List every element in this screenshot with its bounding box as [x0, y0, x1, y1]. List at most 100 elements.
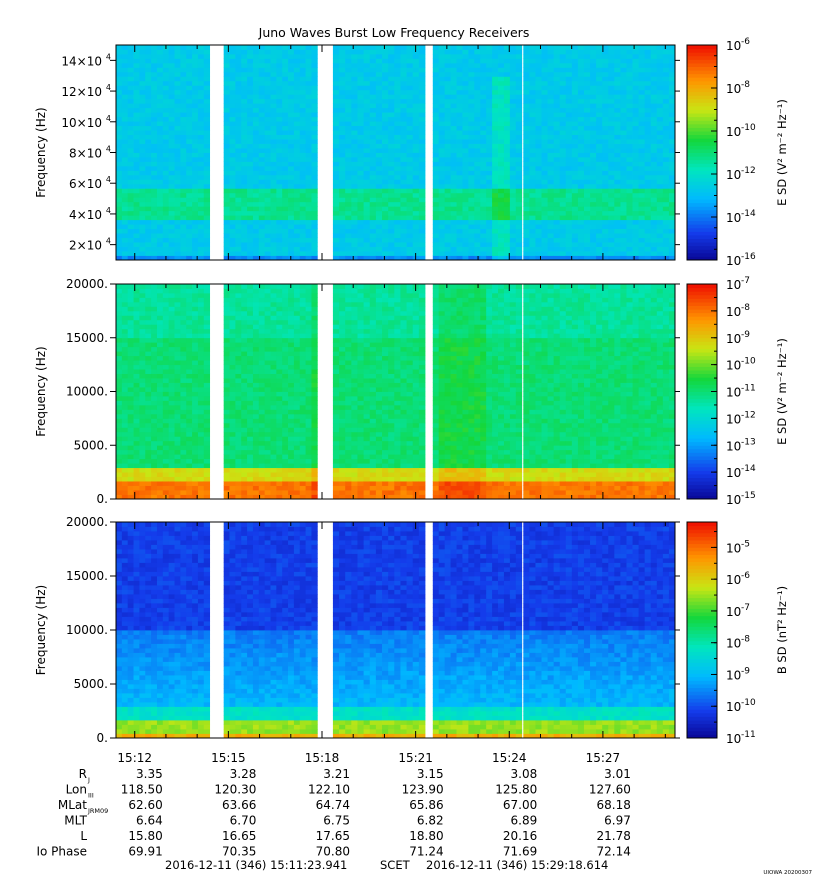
spectrogram-cell — [127, 62, 134, 68]
spectrogram-cell — [614, 143, 621, 149]
spectrogram-cell — [293, 94, 301, 100]
colorbar-step — [687, 256, 717, 261]
spectrogram-cell — [305, 94, 312, 100]
spectrogram-cell — [486, 148, 493, 153]
spectrogram-cell — [571, 53, 579, 59]
colorbar-step — [687, 116, 717, 121]
spectrogram-cell — [197, 116, 205, 122]
spectrogram-cell — [369, 192, 377, 198]
colorbar-step — [687, 238, 717, 243]
spectrogram-cell — [162, 62, 170, 68]
spectrogram-cell — [456, 139, 463, 144]
spectrogram-cell — [145, 310, 152, 316]
spectrogram-cell — [400, 179, 407, 185]
spectrogram-cell — [369, 85, 377, 91]
spectrogram-cell — [156, 297, 164, 303]
spectrogram-cell — [139, 161, 146, 167]
spectrogram-cell — [492, 58, 499, 64]
spectrogram-cell — [668, 201, 676, 207]
spectrogram-cell — [668, 94, 676, 100]
spectrogram-cell — [412, 98, 420, 104]
spectrogram-cell — [116, 67, 123, 73]
spectrogram-cell — [406, 139, 414, 144]
spectrogram-cell — [357, 130, 365, 135]
spectrogram-cell — [203, 242, 211, 247]
spectrogram-cell — [418, 103, 426, 109]
spectrogram-cell — [145, 251, 152, 256]
spectrogram-cell — [174, 246, 181, 252]
spectrogram-cell — [503, 179, 511, 185]
spectrogram-cell — [299, 215, 307, 221]
spectrogram-cell — [299, 94, 307, 100]
spectrogram-cell — [529, 85, 536, 91]
spectrogram-cell — [299, 148, 307, 153]
spectrogram-cell — [620, 161, 627, 167]
spectrogram-cell — [626, 215, 633, 221]
spectrogram-cell — [553, 148, 561, 153]
spectrogram-cell — [252, 143, 260, 149]
spectrogram-cell — [474, 125, 481, 131]
spectrogram-cell — [139, 192, 146, 198]
spectrogram-cell — [444, 76, 451, 82]
spectrogram-cell — [241, 58, 248, 64]
spectrogram-cell — [168, 143, 175, 149]
spectrogram-cell — [369, 179, 377, 185]
spectrogram-cell — [480, 251, 487, 256]
spectrogram-cell — [565, 233, 573, 239]
spectrogram-cell — [282, 165, 289, 171]
spectrogram-cell — [583, 62, 591, 68]
spectrogram-cell — [247, 121, 254, 127]
spectrogram-cell — [632, 237, 639, 243]
spectrogram-cell — [311, 45, 318, 50]
spectrogram-cell — [438, 170, 446, 176]
spectrogram-cell — [644, 148, 652, 153]
spectrogram-cell — [357, 71, 365, 77]
spectrogram-cell — [288, 165, 295, 171]
spectrogram-cell — [432, 210, 440, 216]
spectrogram-cell — [656, 237, 664, 243]
spectrogram-cell — [529, 210, 536, 216]
spectrogram-cell — [509, 98, 517, 104]
spectrogram-cell — [247, 103, 254, 109]
spectrogram-cell — [444, 130, 451, 135]
spectrogram-cell — [394, 174, 401, 180]
spectrogram-cell — [168, 445, 175, 451]
spectrogram-cell — [151, 445, 158, 451]
spectrogram-cell — [339, 80, 346, 86]
spectrogram-cell — [311, 139, 318, 144]
spectrogram-cell — [553, 71, 561, 77]
spectrogram-cell — [535, 255, 542, 261]
spectrogram-cell — [151, 206, 158, 212]
spectrogram-cell — [223, 201, 230, 207]
spectrogram-cell — [559, 112, 567, 118]
spectrogram-cell — [145, 224, 152, 230]
spectrogram-cell — [650, 134, 658, 140]
spectrogram-cell — [116, 94, 123, 100]
spectrogram-cell — [162, 467, 170, 473]
spectrogram-cell — [156, 490, 164, 495]
spectrogram-cell — [456, 125, 463, 131]
spectrogram-cell — [276, 219, 283, 225]
spectrogram-cell — [535, 233, 542, 239]
spectrogram-cell — [121, 494, 129, 500]
spectrogram-cell — [241, 62, 248, 68]
spectrogram-cell — [252, 224, 260, 230]
spectrogram-cell — [503, 174, 511, 180]
spectrogram-cell — [168, 404, 175, 410]
spectrogram-cell — [577, 116, 585, 122]
spectrogram-cell — [382, 143, 389, 149]
spectrogram-cell — [168, 400, 175, 406]
spectrogram-cell — [406, 152, 414, 158]
spectrogram-cell — [264, 165, 271, 171]
spectrogram-cell — [438, 62, 446, 68]
spectrogram-cell — [432, 251, 440, 256]
spectrogram-cell — [168, 373, 175, 379]
spectrogram-cell — [192, 463, 199, 469]
spectrogram-cell — [332, 188, 340, 194]
spectrogram-cell — [332, 246, 340, 252]
spectrogram-cell — [369, 224, 377, 230]
spectrogram-cell — [168, 360, 175, 366]
spectrogram-cell — [523, 219, 530, 225]
spectrogram-cell — [559, 251, 567, 256]
spectrogram-cell — [282, 215, 289, 221]
